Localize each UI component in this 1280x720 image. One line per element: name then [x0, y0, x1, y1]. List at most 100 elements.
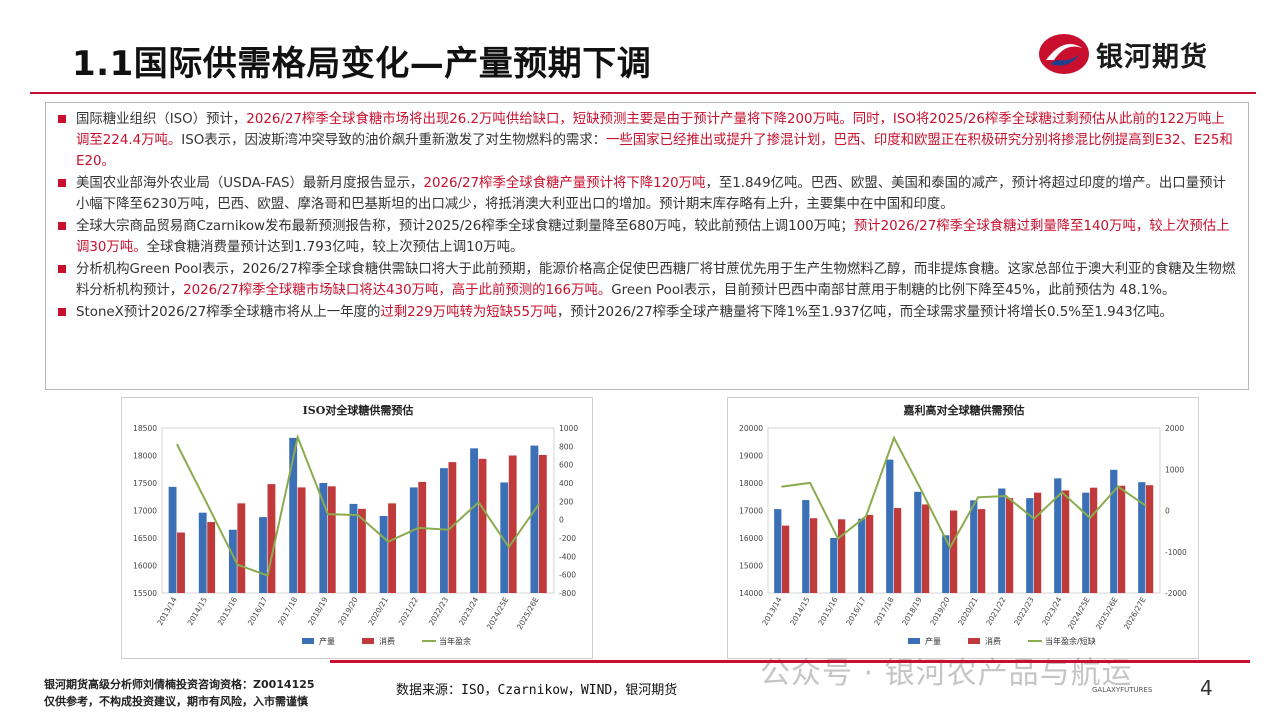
- surplus-point: [387, 540, 389, 543]
- bar-production: [858, 518, 866, 593]
- highlight-text: 2026/27榨季全球食糖产量预计将下降120万吨: [423, 176, 706, 191]
- body-text: StoneX预计2026/27榨季全球糖市将从上一年度的: [76, 305, 381, 320]
- x-tick-label: 2022/23: [1012, 595, 1035, 627]
- surplus-point: [977, 496, 979, 499]
- surplus-point: [236, 563, 239, 566]
- x-tick-label: 2026/27E: [1122, 595, 1148, 631]
- bullet-item: StoneX预计2026/27榨季全球糖市将从上一年度的过剩229万吨转为短缺5…: [56, 302, 1238, 323]
- czarnikow-chart-svg: 嘉利高对全球糖供需预估 14000 15000 16000 17000 18000 1900…: [739, 403, 1187, 646]
- bar-consumption: [1062, 490, 1070, 593]
- logo-text: 银河期货: [1096, 41, 1208, 73]
- bar-consumption: [810, 518, 818, 593]
- surplus-point: [447, 528, 450, 531]
- plot-frame: [767, 427, 1161, 594]
- bar-production: [886, 459, 894, 593]
- bar-consumption: [267, 484, 276, 593]
- bar-production: [1082, 492, 1090, 593]
- bar-production: [228, 529, 237, 593]
- bar-consumption: [538, 454, 547, 593]
- x-tick-label: 2019/20: [336, 595, 359, 627]
- y-tick-label: 17500: [133, 479, 157, 488]
- surplus-point: [538, 503, 540, 505]
- bar-production: [379, 516, 388, 593]
- bar-production: [1110, 469, 1118, 593]
- bar-consumption: [866, 514, 874, 593]
- surplus-point: [949, 546, 951, 549]
- bullet-item: 国际糖业组织（ISO）预计，2026/27榨季全球食糖市场将出现26.2万吨供给…: [56, 109, 1238, 172]
- legend-swatch: [302, 638, 314, 644]
- bar-production: [198, 512, 207, 593]
- surplus-point: [206, 503, 209, 505]
- y-tick-label: 15500: [133, 589, 157, 598]
- y-tick-label: 18000: [739, 479, 763, 488]
- brand-small-text: GALAXYFUTURES: [1092, 686, 1153, 694]
- bar-production: [530, 445, 539, 593]
- bar-production: [319, 483, 328, 593]
- x-tick-label: 2019/20: [928, 595, 951, 627]
- surplus-point: [1005, 495, 1007, 497]
- surplus-point: [176, 443, 178, 446]
- bar-production: [470, 448, 479, 593]
- title-rule: [30, 92, 1256, 94]
- y2-tick-label: 2000: [1165, 424, 1184, 433]
- y2-tick-label: -800: [559, 589, 576, 598]
- bar-consumption: [297, 487, 306, 593]
- y2-tick-label: -400: [559, 552, 576, 561]
- bar-production: [774, 509, 782, 593]
- highlight-text: 预计2026/27榨季全球食糖过剩量降至140万吨，较上次预估上调30万吨。: [76, 219, 1230, 255]
- surplus-point: [1033, 517, 1035, 520]
- body-text: 分析机构Green Pool表示，2026/27榨季全球食糖供需缺口将大于此前预…: [76, 262, 1236, 298]
- y-tick-label: 19000: [739, 452, 763, 461]
- data-source: 数据来源：ISO，Czarnikow，WIND，银河期货: [396, 683, 678, 698]
- y-tick-label: 18000: [133, 452, 157, 461]
- x-tick-label: 2013/14: [155, 595, 178, 627]
- surplus-point: [477, 501, 480, 504]
- y2-tick-label: 0: [559, 516, 564, 525]
- bullet-item: 美国农业部海外农业局（USDA-FAS）最新月度报告显示，2026/27榨季全球…: [56, 173, 1238, 215]
- bar-production: [349, 503, 358, 593]
- surplus-point: [1117, 485, 1119, 488]
- y-tick-label: 14000: [739, 589, 763, 598]
- y-tick-label: 16000: [739, 534, 763, 543]
- bar-consumption: [1090, 487, 1098, 593]
- iso-chart-svg: ISO对全球糖供需预估 15500 16000 16500 17000 17500 1800…: [133, 403, 578, 646]
- x-tick-label: 2015/16: [216, 595, 239, 627]
- bar-consumption: [388, 503, 396, 593]
- x-tick-label: 2013/14: [760, 595, 783, 627]
- bullet-item: 全球大宗商品贸易商Czarnikow发布最新预测报告称，预计2025/26榨季全…: [56, 216, 1238, 258]
- bar-production: [259, 517, 267, 593]
- legend-label: 当年盈余: [439, 636, 471, 646]
- x-tick-label: 2016/17: [246, 595, 269, 627]
- x-tick-label: 2014/15: [186, 595, 209, 627]
- bar-consumption: [508, 455, 517, 593]
- bar-production: [1026, 498, 1034, 593]
- y-tick-label: 18500: [133, 424, 157, 433]
- bar-consumption: [207, 522, 216, 593]
- surplus-point: [1145, 505, 1147, 507]
- bar-consumption: [327, 486, 336, 593]
- x-tick-label: 2014/15: [788, 595, 811, 627]
- surplus-point: [893, 437, 895, 439]
- bar-production: [168, 486, 177, 593]
- surplus-point: [327, 513, 329, 515]
- surplus-point: [507, 546, 510, 548]
- bar-consumption: [358, 508, 366, 593]
- highlight-text: 2026/27榨季全球糖市场缺口将达430万吨，高于此前预测的166万吨。: [183, 283, 612, 298]
- highlight-text: 过剩229万吨转为短缺55万吨: [380, 305, 557, 320]
- surplus-point: [865, 515, 867, 518]
- y-tick-label: 16500: [133, 534, 157, 543]
- disclaimer-line: 仅供参考，不构成投资建议，期市有风险，入市需谨慎: [44, 695, 308, 708]
- body-text: 全球大宗商品贸易商Czarnikow发布最新预测报告称，预计2025/26榨季全…: [76, 219, 854, 234]
- x-tick-label: 2022/23: [427, 595, 450, 627]
- bar-consumption: [1006, 498, 1014, 593]
- bar-consumption: [950, 510, 958, 593]
- body-text: 国际糖业组织（ISO）预计，: [76, 112, 247, 127]
- bar-consumption: [922, 504, 930, 593]
- y-tick-label: 17000: [133, 507, 157, 516]
- bar-consumption: [894, 508, 902, 593]
- legend-label: 产量: [925, 636, 941, 646]
- y-tick-label: 17000: [739, 507, 763, 516]
- legend-label: 当年盈余/短缺: [1045, 636, 1096, 646]
- y-tick-label: 16000: [133, 562, 157, 571]
- x-tick-label: 2025/26E: [1094, 595, 1120, 631]
